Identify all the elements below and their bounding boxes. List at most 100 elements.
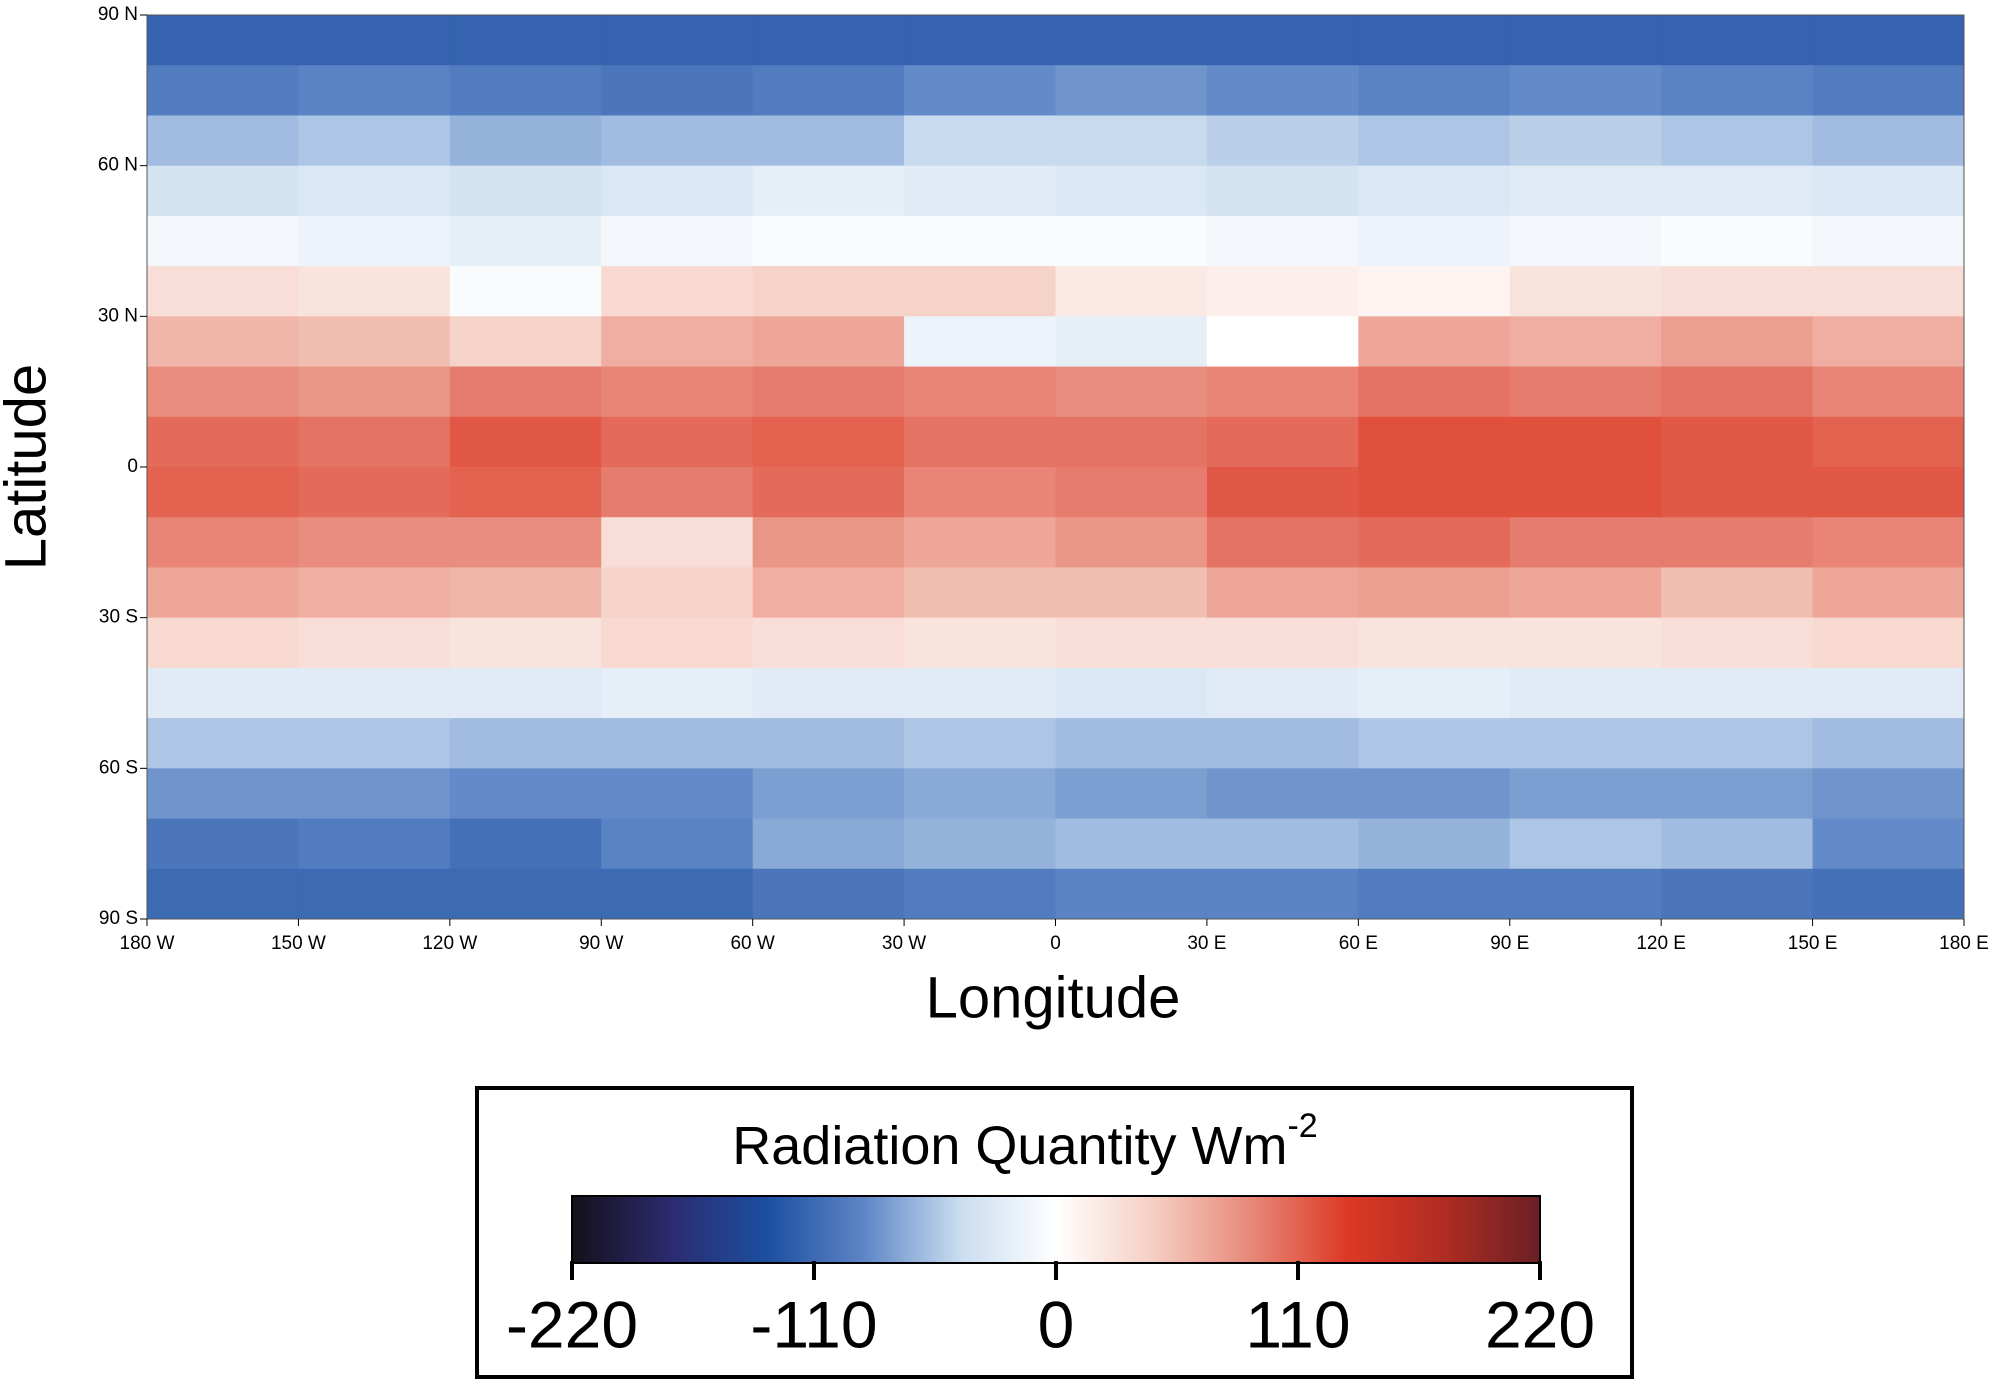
heatmap-cell bbox=[449, 165, 602, 217]
heatmap-cell bbox=[1509, 768, 1662, 820]
y-tick-label: 60 S bbox=[99, 757, 138, 778]
heatmap-cell bbox=[752, 768, 905, 820]
heatmap-cell bbox=[1055, 868, 1208, 920]
heatmap-cell bbox=[1055, 467, 1208, 518]
heatmap-cell bbox=[1206, 517, 1359, 568]
y-tick-label: 30 N bbox=[98, 305, 138, 326]
heatmap-cell bbox=[298, 818, 451, 870]
heatmap-cell bbox=[298, 517, 451, 568]
heatmap-cell bbox=[1055, 517, 1208, 568]
heatmap-cell bbox=[298, 366, 451, 418]
heatmap-cell bbox=[1509, 467, 1662, 518]
heatmap-cell bbox=[752, 366, 905, 418]
heatmap-cell bbox=[752, 316, 905, 368]
heatmap-cell bbox=[1661, 65, 1814, 116]
y-axis-title: Latitude bbox=[0, 364, 58, 570]
heatmap-cell bbox=[147, 65, 299, 116]
heatmap-cell bbox=[1358, 818, 1511, 870]
heatmap-cell bbox=[1358, 115, 1511, 167]
heatmap-cell bbox=[1509, 617, 1662, 669]
heatmap-cell bbox=[1509, 868, 1662, 920]
heatmap-cell bbox=[298, 316, 451, 368]
x-tick-label: 150 E bbox=[1788, 933, 1838, 954]
heatmap-cell bbox=[904, 617, 1056, 669]
heatmap-cell bbox=[1812, 517, 1965, 568]
heatmap-cell bbox=[1358, 567, 1511, 619]
heatmap-cell bbox=[1509, 818, 1662, 870]
heatmap-cell bbox=[1358, 667, 1511, 719]
colorbar-tick-label: 0 bbox=[1038, 1287, 1075, 1361]
heatmap-cell bbox=[147, 366, 299, 418]
heatmap-cell bbox=[1206, 316, 1359, 368]
heatmap-cell bbox=[904, 768, 1056, 820]
heatmap-cell bbox=[1812, 65, 1965, 116]
heatmap-cell bbox=[1812, 868, 1965, 920]
colorbar-label: Radiation Quantity Wm bbox=[732, 1116, 1287, 1176]
y-tick-label: 90 N bbox=[98, 4, 138, 25]
heatmap-cell bbox=[298, 868, 451, 920]
heatmap-cell bbox=[449, 416, 602, 468]
heatmap-cell bbox=[147, 617, 299, 669]
heatmap-cell bbox=[449, 15, 602, 66]
heatmap-cell bbox=[298, 567, 451, 619]
heatmap-cell bbox=[449, 65, 602, 116]
colorbar-tick-label: -110 bbox=[750, 1287, 877, 1361]
heatmap-cell bbox=[1206, 667, 1359, 719]
heatmap-cell bbox=[1661, 617, 1814, 669]
heatmap-cell bbox=[752, 517, 905, 568]
heatmap-cell bbox=[298, 115, 451, 167]
heatmap-cell bbox=[1509, 667, 1662, 719]
x-tick-label: 0 bbox=[1050, 933, 1061, 954]
heatmap-cell bbox=[1812, 115, 1965, 167]
heatmap-cell bbox=[1661, 718, 1814, 769]
heatmap-cell bbox=[1358, 718, 1511, 769]
heatmap-cell bbox=[147, 316, 299, 368]
heatmap-cell bbox=[1812, 617, 1965, 669]
heatmap-cell bbox=[1055, 165, 1208, 217]
heatmap-cell bbox=[1206, 266, 1359, 317]
heatmap-cell bbox=[1661, 768, 1814, 820]
heatmap-cell bbox=[601, 667, 754, 719]
heatmap-cell bbox=[1055, 718, 1208, 769]
x-tick-label: 180 W bbox=[120, 933, 175, 954]
heatmap-cell bbox=[449, 366, 602, 418]
x-tick-label: 120 W bbox=[422, 933, 477, 954]
heatmap-cell bbox=[1661, 416, 1814, 468]
heatmap-cell bbox=[1509, 416, 1662, 468]
heatmap-cell bbox=[752, 115, 905, 167]
heatmap-cell bbox=[1661, 818, 1814, 870]
heatmap-cell bbox=[449, 115, 602, 167]
x-tick-label: 30 W bbox=[882, 933, 926, 954]
heatmap-cell bbox=[601, 165, 754, 217]
heatmap-cell bbox=[1661, 467, 1814, 518]
heatmap-cell bbox=[1812, 768, 1965, 820]
heatmap-cell bbox=[1358, 215, 1511, 267]
heatmap-cell bbox=[601, 868, 754, 920]
y-tick-label: 90 S bbox=[99, 908, 138, 929]
heatmap-cell bbox=[1812, 667, 1965, 719]
x-tick-label: 60 E bbox=[1339, 933, 1378, 954]
heatmap-cell bbox=[1812, 165, 1965, 217]
heatmap-cell bbox=[147, 416, 299, 468]
heatmap bbox=[147, 15, 1965, 920]
colorbar bbox=[571, 1195, 1541, 1264]
heatmap-cell bbox=[298, 15, 451, 66]
heatmap-cell bbox=[1812, 718, 1965, 769]
heatmap-cell bbox=[752, 215, 905, 267]
heatmap-cell bbox=[1509, 15, 1662, 66]
colorbar-tick-label: 220 bbox=[1485, 1287, 1595, 1361]
heatmap-cell bbox=[298, 467, 451, 518]
heatmap-cell bbox=[449, 567, 602, 619]
heatmap-cell bbox=[904, 316, 1056, 368]
heatmap-cell bbox=[1358, 266, 1511, 317]
heatmap-cell bbox=[1055, 316, 1208, 368]
heatmap-cell bbox=[1509, 366, 1662, 418]
x-tick-label: 150 W bbox=[271, 933, 326, 954]
x-tick-label: 60 W bbox=[730, 933, 774, 954]
heatmap-cell bbox=[1661, 215, 1814, 267]
heatmap-cell bbox=[1206, 768, 1359, 820]
heatmap-cell bbox=[1055, 768, 1208, 820]
heatmap-cell bbox=[1358, 517, 1511, 568]
heatmap-cell bbox=[752, 667, 905, 719]
